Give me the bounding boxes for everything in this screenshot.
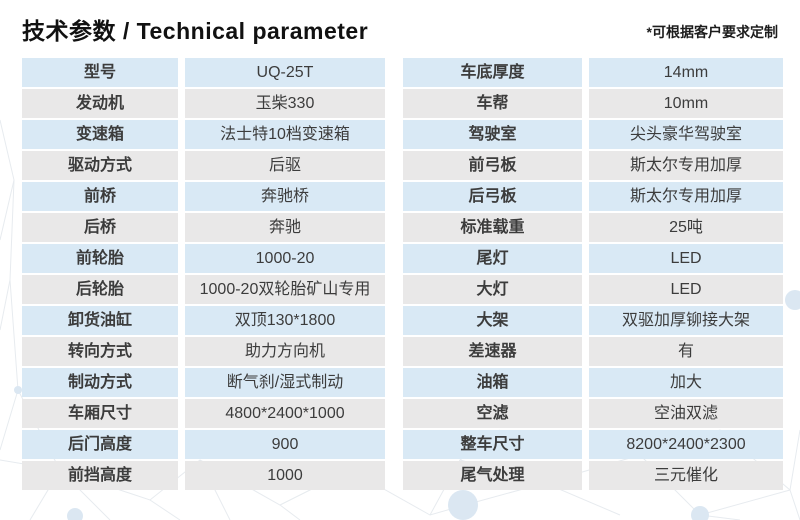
row-value-cell: 空油双滤 xyxy=(589,399,783,428)
row-label-cell: 大灯 xyxy=(403,275,582,304)
row-label-cell: 卸货油缸 xyxy=(22,306,178,335)
row-label-cell: 后桥 xyxy=(22,213,178,242)
table-row: 车帮 10mm xyxy=(403,89,783,118)
row-value-cell: 10mm xyxy=(589,89,783,118)
row-label-cell: 制动方式 xyxy=(22,368,178,397)
row-label-cell: 整车尺寸 xyxy=(403,430,582,459)
row-label-cell: 发动机 xyxy=(22,89,178,118)
header: 技术参数 / Technical parameter *可根据客户要求定制 xyxy=(0,0,800,58)
row-label-cell: 前桥 xyxy=(22,182,178,211)
row-label-cell: 前弓板 xyxy=(403,151,582,180)
row-value-cell: 加大 xyxy=(589,368,783,397)
row-label-cell: 型号 xyxy=(22,58,178,87)
table-row: 驱动方式 后驱 xyxy=(22,151,385,180)
row-value-cell: 法士特10档变速箱 xyxy=(185,120,385,149)
row-value-cell: 1000 xyxy=(185,461,385,490)
table-row: 后桥 奔驰 xyxy=(22,213,385,242)
row-label-cell: 车帮 xyxy=(403,89,582,118)
row-value-cell: 助力方向机 xyxy=(185,337,385,366)
row-label-cell: 尾灯 xyxy=(403,244,582,273)
spec-table-left: 型号 UQ-25T 发动机 玉柴330 变速箱 法士特10档变速箱 驱动方式 后驱 前桥 奔驰桥后… xyxy=(22,58,385,492)
row-value-cell: 尖头豪华驾驶室 xyxy=(589,120,783,149)
row-label-cell: 前轮胎 xyxy=(22,244,178,273)
row-value-cell: 4800*2400*1000 xyxy=(185,399,385,428)
table-row: 车底厚度 14mm xyxy=(403,58,783,87)
table-row: 前桥 奔驰桥 xyxy=(22,182,385,211)
row-label-cell: 车底厚度 xyxy=(403,58,582,87)
row-value-cell: 斯太尔专用加厚 xyxy=(589,151,783,180)
row-value-cell: 斯太尔专用加厚 xyxy=(589,182,783,211)
table-row: 驾驶室 尖头豪华驾驶室 xyxy=(403,120,783,149)
row-value-cell: 双顶130*1800 xyxy=(185,306,385,335)
row-value-cell: 后驱 xyxy=(185,151,385,180)
row-value-cell: 1000-20 xyxy=(185,244,385,273)
table-row: 前轮胎 1000-20 xyxy=(22,244,385,273)
table-row: 整车尺寸 8200*2400*2300 xyxy=(403,430,783,459)
row-value-cell: 14mm xyxy=(589,58,783,87)
table-row: 差速器有 xyxy=(403,337,783,366)
table-row: 尾灯 LED xyxy=(403,244,783,273)
row-label-cell: 变速箱 xyxy=(22,120,178,149)
table-row: 前弓板 斯太尔专用加厚 xyxy=(403,151,783,180)
row-label-cell: 驾驶室 xyxy=(403,120,582,149)
row-value-cell: 玉柴330 xyxy=(185,89,385,118)
table-row: 大架 双驱加厚铆接大架 xyxy=(403,306,783,335)
row-value-cell: 有 xyxy=(589,337,783,366)
row-label-cell: 后弓板 xyxy=(403,182,582,211)
row-value-cell: 双驱加厚铆接大架 xyxy=(589,306,783,335)
row-value-cell: LED xyxy=(589,275,783,304)
table-row: 转向方式 助力方向机 xyxy=(22,337,385,366)
row-label-cell: 转向方式 xyxy=(22,337,178,366)
row-value-cell: 900 xyxy=(185,430,385,459)
page-title: 技术参数 / Technical parameter xyxy=(22,18,369,44)
row-value-cell: 25吨 xyxy=(589,213,783,242)
table-row: 变速箱 法士特10档变速箱 xyxy=(22,120,385,149)
row-label-cell: 驱动方式 xyxy=(22,151,178,180)
table-row: 前挡高度 1000 xyxy=(22,461,385,490)
row-label-cell: 油箱 xyxy=(403,368,582,397)
table-row: 后门高度 900 xyxy=(22,430,385,459)
table-row: 标准载重 25吨 xyxy=(403,213,783,242)
row-label-cell: 差速器 xyxy=(403,337,582,366)
row-value-cell: 断气刹/湿式制动 xyxy=(185,368,385,397)
table-row: 油箱 加大 xyxy=(403,368,783,397)
row-value-cell: 1000-20双轮胎矿山专用 xyxy=(185,275,385,304)
table-row: 卸货油缸 双顶130*1800 xyxy=(22,306,385,335)
spec-tables: 型号 UQ-25T 发动机 玉柴330 变速箱 法士特10档变速箱 驱动方式 后驱 前桥 奔驰桥后… xyxy=(0,58,800,492)
row-label-cell: 前挡高度 xyxy=(22,461,178,490)
row-label-cell: 车厢尺寸 xyxy=(22,399,178,428)
row-value-cell: UQ-25T xyxy=(185,58,385,87)
row-value-cell: 8200*2400*2300 xyxy=(589,430,783,459)
table-row: 大灯 LED xyxy=(403,275,783,304)
table-row: 车厢尺寸 4800*2400*1000 xyxy=(22,399,385,428)
table-row: 发动机 玉柴330 xyxy=(22,89,385,118)
row-value-cell: 奔驰 xyxy=(185,213,385,242)
row-label-cell: 后门高度 xyxy=(22,430,178,459)
row-label-cell: 标准载重 xyxy=(403,213,582,242)
table-row: 型号 UQ-25T xyxy=(22,58,385,87)
row-label-cell: 后轮胎 xyxy=(22,275,178,304)
table-row: 空滤 空油双滤 xyxy=(403,399,783,428)
row-label-cell: 空滤 xyxy=(403,399,582,428)
row-label-cell: 大架 xyxy=(403,306,582,335)
customization-note: *可根据客户要求定制 xyxy=(646,24,778,40)
row-label-cell: 尾气处理 xyxy=(403,461,582,490)
row-value-cell: LED xyxy=(589,244,783,273)
table-row: 制动方式 断气刹/湿式制动 xyxy=(22,368,385,397)
table-row: 后轮胎 1000-20双轮胎矿山专用 xyxy=(22,275,385,304)
row-value-cell: 三元催化 xyxy=(589,461,783,490)
table-row: 尾气处理 三元催化 xyxy=(403,461,783,490)
row-value-cell: 奔驰桥 xyxy=(185,182,385,211)
table-row: 后弓板 斯太尔专用加厚 xyxy=(403,182,783,211)
spec-table-right: 车底厚度 14mm 车帮 10mm 驾驶室 尖头豪华驾驶室 前弓板 斯太尔专用加厚 后弓板 斯太尔… xyxy=(403,58,783,492)
